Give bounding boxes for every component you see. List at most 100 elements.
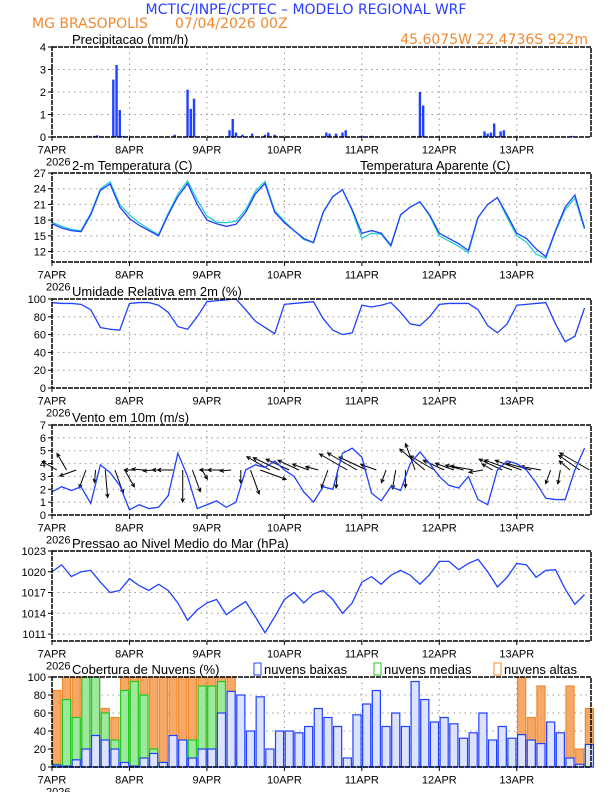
cloud-bar-nuvens-baixas [449,723,459,768]
x-year-label: 2026 [46,661,70,673]
wind-arrow-shaft [320,469,329,489]
legend-apparent-temperature: Temperatura Aparente (C) [360,158,510,173]
precip-bar [228,130,231,137]
precip-bar [250,133,254,137]
wind-arrow-head [197,487,202,493]
y-tick-label: 4 [40,42,46,54]
y-tick-label: 7 [40,420,46,432]
panel-temperature: 12 15 18 21 24 27 7APR 8APR 9APR 10APR 11APR 12APR 1… [34,158,592,294]
precip-bar [325,132,328,137]
wind-arrow-shaft [484,459,513,471]
x-tick-label: 7APR [38,775,67,787]
cloud-bar-nuvens-baixas [100,739,110,768]
cloud-bar-nuvens-baixas [332,725,343,768]
y-tick-label: 100 [28,294,46,306]
y-tick-label: 60 [34,330,46,342]
cloud-bar-nuvens-medias [139,694,149,768]
x-tick-label: 13APR [499,649,534,661]
y-tick-label: 3 [40,65,46,77]
x-tick-label: 11APR [345,396,379,408]
x-year-label: 2026 [46,282,70,294]
y-tick-label: 1023 [22,546,46,558]
wind-arrow-shaft [292,463,309,471]
wind-arrow-shaft [131,468,145,471]
series-line-pressao [51,558,586,634]
precip-bar [486,133,489,137]
x-tick-label: 9APR [193,270,222,282]
y-tick-label: 100 [28,672,46,684]
wind-arrow-shaft [59,469,77,477]
wind-arrow-head [206,467,212,473]
x-year-label: 2026 [46,535,70,547]
x-tick-label: 13APR [499,145,534,157]
wind-arrow [92,469,97,484]
wind-arrow-head [56,452,61,458]
y-tick-label: 15 [34,231,46,243]
cloud-bar-nuvens-baixas [371,689,382,768]
wind-arrow [390,469,397,490]
precip-bar [341,132,344,137]
wind-arrow [219,468,232,473]
x-tick-label: 9APR [193,145,222,157]
wind-arrow-head [481,463,487,468]
wind-arrow-shaft [545,469,552,484]
cloud-bar-nuvens-baixas [546,721,556,768]
wind-arrow-shaft [93,469,97,483]
wind-arrow [444,463,464,471]
y-tick-label: 3 [40,471,46,483]
y-tick-label: 2 [40,87,46,99]
x-tick-label: 13APR [499,270,534,282]
wind-arrow [481,463,493,471]
precip-bar [115,65,118,137]
precip-bar [118,110,121,137]
cloud-bar-nuvens-baixas [207,748,217,768]
wind-arrow-head [380,478,385,484]
wind-arrow [252,457,280,471]
cloud-bar-nuvens-altas [565,685,575,768]
wind-arrow-shaft [380,469,387,483]
precip-bar [234,132,238,137]
cloud-bar-nuvens-baixas [381,725,391,768]
wind-arrow-head [494,459,500,464]
precip-bar [418,92,422,137]
x-tick-label: 7APR [38,396,67,408]
precip-bar [241,134,244,137]
wind-arrow-head [41,460,47,466]
wind-arrow [56,452,67,471]
panel-pressure: 1011 1014 1017 1020 1023 7APR 8APR 9APR 10APR 11A… [22,536,592,673]
panel-title: Precipitacao (mm/h) [72,32,188,47]
cloud-bar-nuvens-baixas [507,737,517,768]
wind-arrow-shaft [305,466,319,471]
location-label: MG BRASOPOLIS [32,16,148,32]
cloud-bar-nuvens-baixas [168,734,178,768]
y-tick-label: 40 [34,347,46,359]
x-tick-label: 10APR [267,396,302,408]
precip-bar [502,130,506,137]
wind-arrow [380,469,387,484]
x-tick-label: 11APR [345,145,379,157]
precip-bar [273,134,276,137]
x-tick-label: 7APR [38,145,67,157]
cloud-bar-nuvens-baixas [478,712,488,768]
precip-bar [231,119,234,137]
precip-bar [267,132,270,137]
x-tick-label: 10APR [267,145,302,157]
wind-arrow-head [404,442,409,448]
x-tick-label: 11APR [345,523,379,535]
y-tick-label: 5 [40,446,46,458]
precip-bar [186,89,189,137]
y-tick-label: 1017 [22,588,46,600]
wind-arrow-head [156,467,162,473]
cloud-bar-nuvens-baixas [255,696,265,768]
wind-arrow [434,462,455,471]
precip-bar [189,108,192,137]
wind-arrow [304,465,319,471]
wind-arrow-head [467,469,474,475]
cloud-bar-nuvens-baixas [90,734,101,768]
wind-arrow-shaft [559,452,590,471]
cloud-bar-nuvens-baixas [391,712,401,768]
panel-precip: 0 1 2 3 4 7APR 8APR 9APR 10APR 11APR 12APR 13APR 202… [38,32,592,169]
plot-frame [51,424,592,516]
precip-bar [499,131,502,137]
cloud-bar-nuvens-baixas [149,752,159,768]
